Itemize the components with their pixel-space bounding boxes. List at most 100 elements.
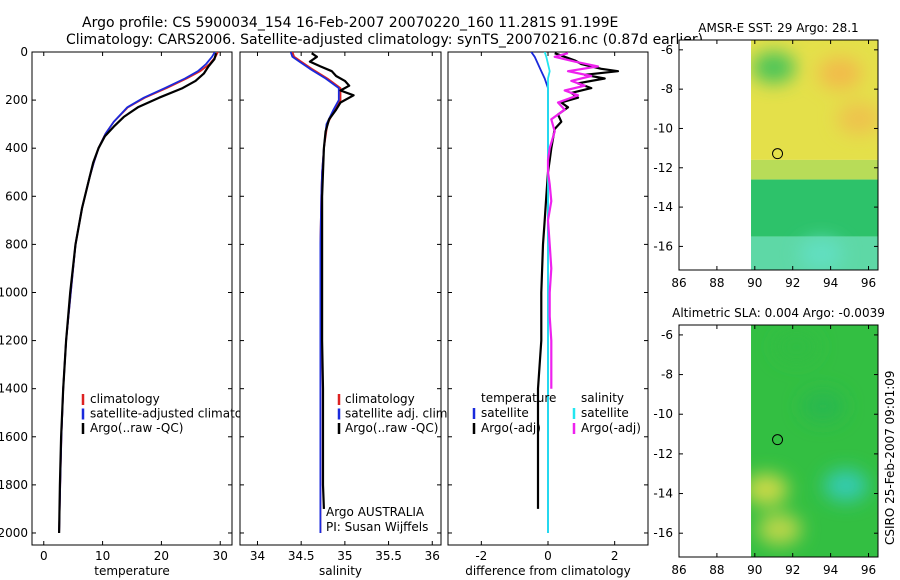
sst-map-xtick-label: 86 (671, 276, 686, 290)
sst-map-argo-marker (772, 148, 784, 160)
temperature-ytick-label: 200 (5, 93, 28, 107)
temperature-xlabel: temperature (94, 564, 169, 578)
sla-map-argo-marker (772, 434, 784, 446)
difference-xlabel: difference from climatology (465, 564, 631, 578)
sla-map-xtick-label: 88 (709, 563, 724, 577)
sst-map-xtick-label: 94 (823, 276, 838, 290)
sst-map-color-patch (799, 238, 844, 270)
salinity-plot-area (289, 52, 355, 533)
sst-map-ytick-label: -16 (653, 239, 673, 253)
difference-legend-header-salinity: salinity (581, 391, 624, 405)
salinity-legend-entry: climatology (345, 392, 415, 406)
sla-map-xtick-label: 86 (671, 563, 686, 577)
salinity-legend-entry: satellite adj. clim. (345, 407, 451, 421)
sst-map-data-area (751, 40, 878, 270)
sla-map-panel: Altimetric SLA: 0.004 Argo: -0.0039 86 88 9… (653, 306, 884, 577)
salinity-xtick-label: 36 (425, 549, 440, 563)
temperature-profile-panel: 0 200 400 600 800 1000 1200 1400 1600 1800 2000 0 10… (0, 45, 268, 578)
sla-map-xtick-label: 90 (747, 563, 762, 577)
sla-map-ytick-label: -16 (653, 526, 673, 540)
sla-map-color-patch (751, 473, 789, 506)
temperature-xtick-label: 10 (95, 549, 110, 563)
sst-map-ytick-label: -8 (661, 82, 673, 96)
temperature-ytick-label: 2000 (0, 526, 28, 540)
sla-map-color-patch (774, 330, 819, 363)
sst-map-ytick-label: -12 (653, 161, 673, 175)
difference-plot-area (530, 52, 620, 533)
sst-map-color-band (751, 179, 878, 237)
sla-map-color-patch (757, 513, 802, 546)
sst-map-color-band (751, 159, 878, 180)
temperature-legend-entry: Argo(..raw -QC) (90, 421, 183, 435)
sst-map-xtick-label: 96 (861, 276, 876, 290)
sst-map-panel: AMSR-E SST: 29 Argo: 28.1 86 88 90 92 94 96 -6 -… (653, 21, 879, 290)
temperature-plot-area (58, 52, 219, 534)
sla-map-axes-frame (678, 324, 879, 558)
difference-legend-entry: satellite (481, 406, 529, 420)
sst-map-xtick-label: 92 (785, 276, 800, 290)
temperature-axes-frame (31, 51, 233, 546)
temperature-ytick-label: 1400 (0, 382, 28, 396)
temperature-ytick-label: 1800 (0, 478, 28, 492)
difference-xtick-label: 0 (544, 549, 552, 563)
temperature-ytick-label: 400 (5, 141, 28, 155)
salinity-xtick-label: 34 (250, 549, 265, 563)
temperature-xtick-label: 20 (154, 549, 169, 563)
salinity-annotation: Argo AUSTRALIA (326, 505, 425, 519)
sst-map-ytick-label: -6 (661, 43, 673, 57)
temperature-xtick-label: 30 (213, 549, 228, 563)
sst-map-ytick-label: -10 (653, 121, 673, 135)
difference-legend-header-temperature: temperature (481, 391, 556, 405)
difference-series-salinity-argo-adj- (546, 52, 600, 389)
sla-map-ytick-label: -8 (661, 368, 673, 382)
salinity-legend-entry: Argo(..raw -QC) (345, 421, 438, 435)
sst-map-xtick-label: 88 (709, 276, 724, 290)
sst-map-color-patch (818, 57, 863, 90)
sst-map-title: AMSR-E SST: 29 Argo: 28.1 (698, 21, 858, 35)
temperature-ytick-label: 0 (20, 45, 28, 59)
salinity-xlabel: salinity (319, 564, 362, 578)
sla-map-ytick-label: -14 (653, 487, 673, 501)
difference-legend-entry: Argo(-adj) (481, 421, 541, 435)
sla-map-patches (751, 330, 868, 546)
temperature-ytick-label: 1600 (0, 430, 28, 444)
figure-title-line2: Climatology: CARS2006. Satellite-adjuste… (66, 32, 703, 48)
sla-map-color-patch (823, 469, 868, 502)
sst-map-patches (751, 51, 878, 270)
sst-map-color-patch (751, 51, 796, 84)
salinity-profile-panel: 34 34.5 35 35.5 36 salinity climatologysatelli… (239, 51, 451, 578)
sla-map-ytick-label: -10 (653, 407, 673, 421)
sla-map-xtick-label: 96 (861, 563, 876, 577)
temperature-ytick-label: 600 (5, 189, 28, 203)
temperature-legend-entry: satellite-adjusted climatology (90, 407, 268, 421)
sst-map-axes-frame (678, 39, 879, 271)
temperature-ytick-label: 800 (5, 237, 28, 251)
sla-map-ytick-label: -12 (653, 447, 673, 461)
temperature-xtick-label: 0 (40, 549, 48, 563)
sst-map-xtick-label: 90 (747, 276, 762, 290)
salinity-xtick-label: 35.5 (375, 549, 402, 563)
sla-map-data-area (751, 325, 878, 557)
temperature-ytick-label: 1000 (0, 285, 28, 299)
temperature-ytick-label: 1200 (0, 334, 28, 348)
temperature-legend-entry: climatology (90, 392, 160, 406)
difference-legend-entry: Argo(-adj) (581, 421, 641, 435)
sla-map-ytick-label: -6 (661, 328, 673, 342)
difference-series-temperature-argo-adj- (536, 52, 620, 509)
difference-legend-entry: satellite (581, 406, 629, 420)
sla-map-xtick-label: 92 (785, 563, 800, 577)
sla-map-xtick-label: 94 (823, 563, 838, 577)
salinity-series-argo-raw-qc- (308, 52, 355, 509)
salinity-annotation: PI: Susan Wijffels (326, 520, 428, 534)
difference-series-salinity-satellite (543, 52, 551, 533)
salinity-xtick-label: 35 (337, 549, 352, 563)
temperature-series-argo-raw-qc- (58, 52, 218, 534)
credit-text: CSIRO 25-Feb-2007 09:01:09 (883, 370, 897, 545)
difference-xtick-label: -2 (475, 549, 487, 563)
sla-map-title: Altimetric SLA: 0.004 Argo: -0.0039 (672, 306, 885, 320)
difference-xtick-label: 2 (611, 549, 619, 563)
figure-title-line1: Argo profile: CS 5900034_154 16-Feb-2007… (82, 15, 618, 31)
sst-map-ytick-label: -14 (653, 200, 673, 214)
